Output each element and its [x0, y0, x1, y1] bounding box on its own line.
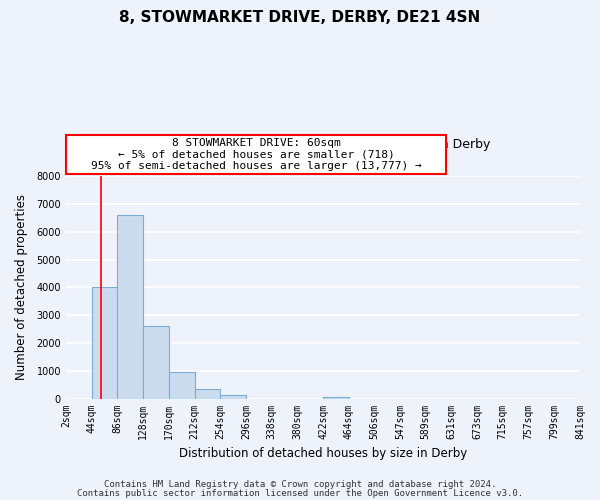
Text: Contains public sector information licensed under the Open Government Licence v3: Contains public sector information licen… [77, 488, 523, 498]
Text: 95% of semi-detached houses are larger (13,777) →: 95% of semi-detached houses are larger (… [91, 160, 421, 170]
FancyBboxPatch shape [66, 135, 446, 174]
Title: Size of property relative to detached houses in Derby: Size of property relative to detached ho… [155, 138, 491, 151]
Text: ← 5% of detached houses are smaller (718): ← 5% of detached houses are smaller (718… [118, 150, 394, 160]
Bar [323, 397, 349, 398]
Bar [143, 326, 169, 398]
X-axis label: Distribution of detached houses by size in Derby: Distribution of detached houses by size … [179, 447, 467, 460]
Bar [194, 390, 220, 398]
Bar [117, 215, 143, 398]
Y-axis label: Number of detached properties: Number of detached properties [15, 194, 28, 380]
Bar [220, 395, 246, 398]
Text: 8, STOWMARKET DRIVE, DERBY, DE21 4SN: 8, STOWMARKET DRIVE, DERBY, DE21 4SN [119, 10, 481, 25]
Text: Contains HM Land Registry data © Crown copyright and database right 2024.: Contains HM Land Registry data © Crown c… [104, 480, 496, 489]
Text: 8 STOWMARKET DRIVE: 60sqm: 8 STOWMARKET DRIVE: 60sqm [172, 138, 340, 148]
Bar [169, 372, 194, 398]
Bar [92, 288, 117, 399]
